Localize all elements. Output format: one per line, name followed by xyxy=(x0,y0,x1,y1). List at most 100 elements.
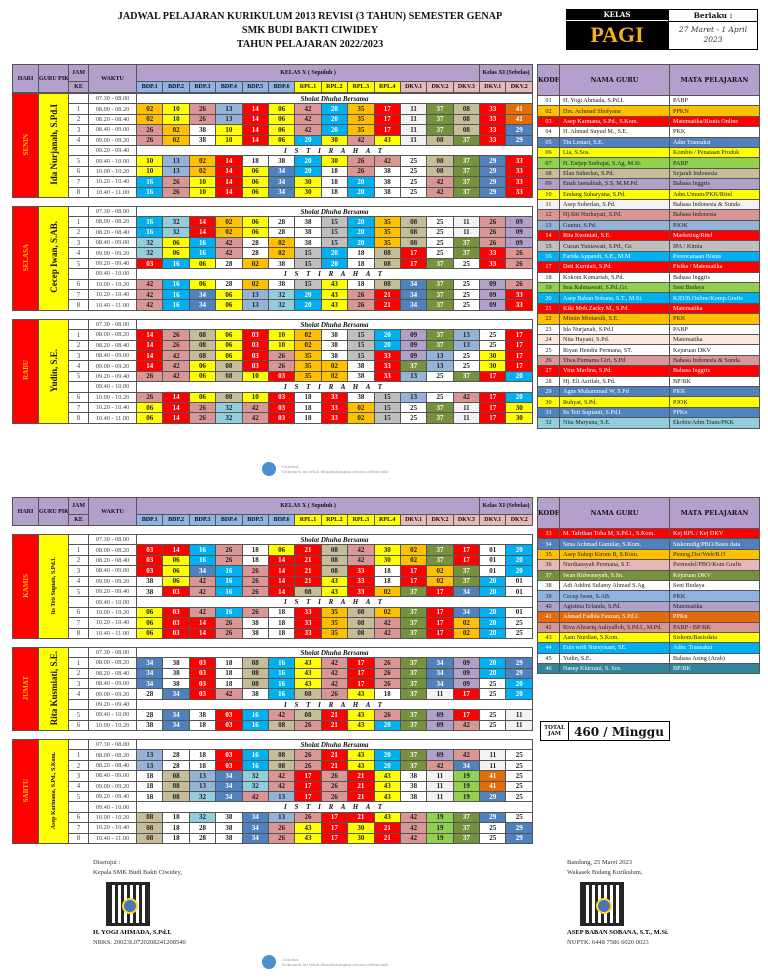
teacher-code-cell: 16 xyxy=(267,678,296,690)
time-slot: 08.40 - 09.00 xyxy=(88,770,137,782)
teacher-code-cell: 15 xyxy=(294,278,322,291)
col-guru-piket: GURU PIKET xyxy=(38,497,69,526)
teacher-code-cell: 19 xyxy=(426,822,454,834)
teacher-code-cell: 08 xyxy=(373,257,401,270)
schedule-row: 1 08.00 - 08.20 13 28 18 03 16 08 26 21 43 20 37 09 42… xyxy=(13,749,533,761)
teacher-code-cell: 33 xyxy=(505,176,533,188)
teacher-row: 41 Ahmad Fadhla Fauzan, S.Pd.I. PPKn xyxy=(537,611,760,623)
time-slot: 07.30 - 08.00 xyxy=(88,739,137,751)
teacher-code-cell: 18 xyxy=(267,617,296,629)
teacher-code-cell: 08 xyxy=(452,103,481,115)
teacher-code-cell: 11 xyxy=(505,719,533,732)
teacher-code-cell: 25 xyxy=(426,226,454,239)
time-slot: 08.40 - 09.00 xyxy=(88,349,137,362)
teacher-code-cell: 43 xyxy=(373,790,401,803)
class-header: DKV.2 xyxy=(426,81,454,93)
teacher-code-cell: 15 xyxy=(320,216,349,228)
teacher-code-cell: 02 xyxy=(241,257,269,270)
teacher-code-cell: 08 xyxy=(347,617,375,629)
teacher-code-cell: 11 xyxy=(479,749,507,761)
teacher-row: 25 Riyan Hendra Permana, ST. Kejuruan DKV xyxy=(537,344,760,356)
teacher-code-cell: 02 xyxy=(267,237,296,249)
teacher-code-cell: 37 xyxy=(452,247,481,259)
teacher-code-cell: 38 xyxy=(320,339,349,352)
teacher-code-cell: 28 xyxy=(267,216,296,228)
teacher-code-cell: 42 xyxy=(267,770,296,782)
teacher-code-cell: 37 xyxy=(399,617,428,629)
teacher-code-cell: 37 xyxy=(399,709,428,721)
time-slot: 10.20 - 10.40 xyxy=(88,401,137,414)
teacher-code-cell: 34 xyxy=(452,606,481,619)
teacher-code-cell: 26 xyxy=(373,709,401,721)
time-slot: 08.20 - 08.40 xyxy=(88,226,137,239)
schedule-row: 4 09.00 - 09.20 32 06 16 42 28 02 15 20 18 08 17 25 37… xyxy=(13,247,533,259)
teacher-code-cell: 08 xyxy=(294,709,322,721)
teacher-code-cell: 34 xyxy=(267,165,296,178)
teacher-code-cell: 30 xyxy=(479,349,507,362)
schedule-row: 09.40 - 10.00 I S T I R A H A T xyxy=(13,801,533,813)
teacher-code-cell: 20 xyxy=(505,688,533,700)
teacher-code-cell: 38 xyxy=(162,667,190,680)
teacher-code-cell: 13 xyxy=(135,749,164,761)
teacher-code-cell: 08 xyxy=(188,349,217,362)
teacher-code-cell: 20 xyxy=(294,289,322,301)
teacher-code-cell: 17 xyxy=(347,678,375,690)
teacher-code-cell: 03 xyxy=(215,709,243,721)
teacher-code-cell: 17 xyxy=(479,370,507,383)
teacher-code-cell: 34 xyxy=(241,832,269,844)
teacher-code-cell: 30 xyxy=(294,186,322,198)
teacher-code-cell: 35 xyxy=(294,360,322,372)
time-slot: 08.00 - 08.20 xyxy=(88,544,137,556)
teacher-code-cell: 34 xyxy=(162,709,190,721)
teacher-code-cell: 20 xyxy=(479,667,507,680)
schedule-row: 7 10.20 - 10.40 42 16 34 06 13 32 20 43 26 21 34 37 25… xyxy=(13,289,533,301)
teacher-code-cell: 26 xyxy=(373,678,401,690)
teacher-code-cell: 20 xyxy=(294,299,322,311)
teacher-code-cell: 35 xyxy=(373,226,401,239)
teacher-code-cell: 01 xyxy=(505,606,533,619)
teacher-code-cell: 18 xyxy=(320,165,349,178)
teacher-code-cell: 38 xyxy=(188,709,217,721)
teacher-code-cell: 38 xyxy=(347,391,375,403)
teacher-code-cell: 17 xyxy=(320,811,349,824)
teacher-code-cell: 28 xyxy=(241,247,269,259)
teacher-code-cell: 20 xyxy=(505,391,533,403)
teacher-code-cell: 14 xyxy=(241,113,269,126)
sholat-row: Sholat Dhuha Bersama xyxy=(136,646,533,659)
teacher-code-cell: 29 xyxy=(479,790,507,803)
teacher-row: 46 Nasep Khirzani, S. Sos. BP/BK xyxy=(537,663,760,675)
teacher-code-cell: 38 xyxy=(135,575,164,587)
time-slot: 08.40 - 09.00 xyxy=(88,678,137,690)
teacher-code-cell: 26 xyxy=(135,124,164,136)
class-header: BDP.2 xyxy=(162,81,190,93)
signature-right: Bandung, 25 Maret 2023 Wakasek Bidang Ku… xyxy=(567,859,669,946)
teacher-code-cell: 08 xyxy=(294,585,322,598)
teacher-code-cell: 37 xyxy=(452,134,481,146)
schedule-row: 5 09.20 - 09.40 18 08 32 34 42 13 17 26 21 43 38 11 19… xyxy=(13,790,533,803)
teacher-code-cell: 15 xyxy=(373,412,401,424)
teacher-code-cell: 03 xyxy=(188,667,217,680)
teacher-code-cell: 29 xyxy=(505,667,533,680)
teacher-row: 44 Euis widi Nursyisam, SE. Adm. Transaksi xyxy=(537,642,760,654)
teacher-code-cell: 26 xyxy=(320,770,349,782)
teacher-code-cell: 17 xyxy=(426,627,454,639)
teacher-code-cell: 18 xyxy=(267,606,296,619)
teacher-row: 23 Ida Nurjanah, S.Pd.I PABP xyxy=(537,323,760,336)
schedule-row: JUMAT Rita Kusmiati, S.E. 07.30 - 08.00 Sho… xyxy=(12,646,533,732)
teacher-code-cell: 25 xyxy=(479,678,507,690)
teacher-code-cell: 19 xyxy=(426,811,454,824)
teacher-code-cell: 38 xyxy=(215,832,243,844)
class-header: RPL.2 xyxy=(320,81,349,93)
teacher-code-cell: 14 xyxy=(162,391,190,403)
teacher-code-cell: 02 xyxy=(188,155,217,167)
sholat-row: Sholat Dhuha Bersama xyxy=(136,739,533,751)
schedule-row: 8 10.40 - 11.00 08 18 28 38 34 26 43 17 30 21 42 19 37… xyxy=(13,832,533,844)
teacher-code-cell: 17 xyxy=(320,822,349,834)
teacher-code-cell: 37 xyxy=(452,575,481,587)
teacher-code-cell: 26 xyxy=(188,103,217,115)
teacher-code-cell: 10 xyxy=(241,391,269,403)
time-slot: 09.00 - 09.20 xyxy=(88,575,137,587)
teacher-code-cell: 26 xyxy=(162,329,190,341)
teacher-code-cell: 02 xyxy=(241,278,269,291)
class-header: RPL.2 xyxy=(320,514,349,526)
